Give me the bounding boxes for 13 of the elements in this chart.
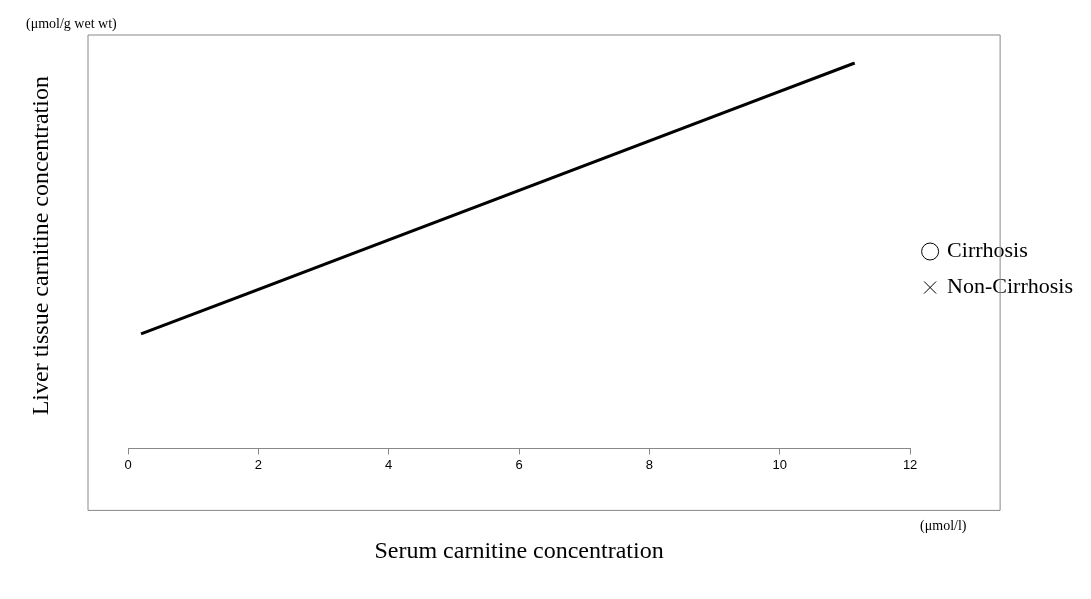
x-tick-label: 4: [385, 456, 393, 472]
legend-label: Non-Cirrhosis: [947, 273, 1073, 299]
x-tick-label: 6: [515, 456, 523, 472]
x-tick-label: 0: [124, 456, 132, 472]
text: (μmol/l): [920, 518, 967, 535]
text: (μmol/g wet wt): [26, 16, 118, 32]
x-tick-label: 8: [645, 456, 654, 472]
x-tick-label: 10: [772, 456, 787, 472]
x-tick-label: 2: [254, 456, 262, 472]
x-axis-title: Serum carnitine concentration: [374, 537, 664, 564]
y-axis-title: Liver tissue carnitine concentration: [27, 76, 53, 416]
x-tick-label: 12: [902, 456, 918, 472]
legend-label: Cirrhosis: [947, 237, 1028, 263]
